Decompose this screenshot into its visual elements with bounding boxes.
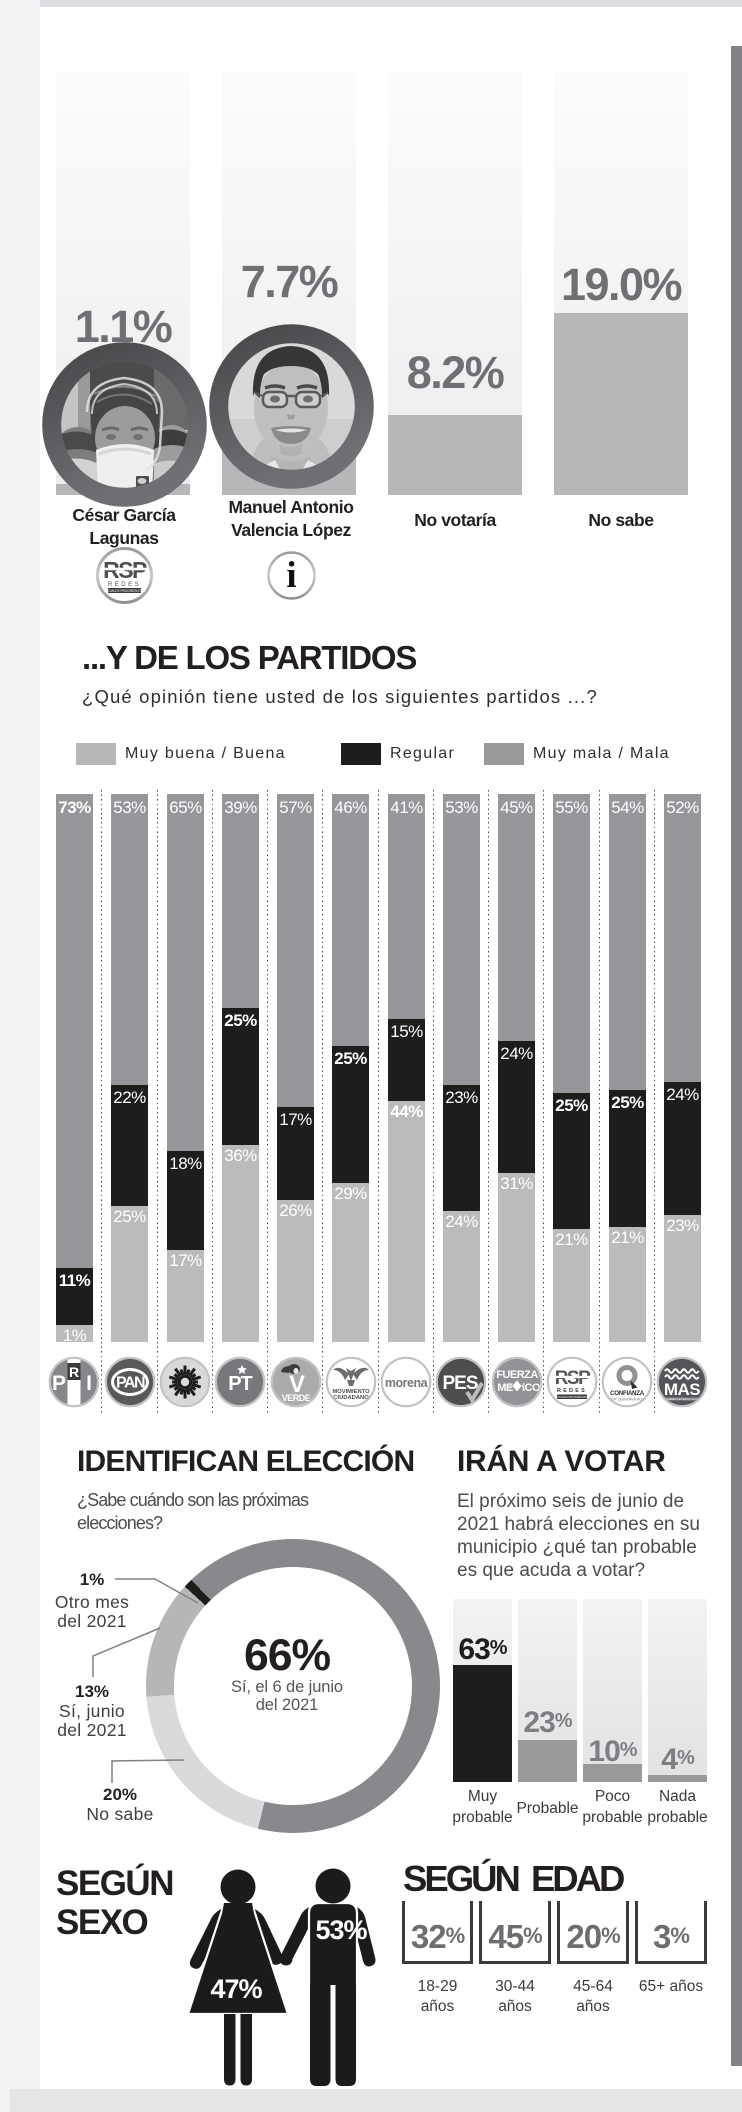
svg-text:R: R: [69, 1364, 79, 1380]
svg-text:POR QUINTANA ROO: POR QUINTANA ROO: [609, 1398, 645, 1402]
svg-text:REDES: REDES: [108, 582, 141, 588]
svg-text:RSP: RSP: [555, 1368, 591, 1389]
svg-text:CONFIANZA: CONFIANZA: [610, 1390, 645, 1397]
svg-text:P: P: [52, 1372, 66, 1395]
svg-text:ME: ME: [497, 1382, 513, 1394]
svg-text:V: V: [289, 1371, 305, 1398]
svg-text:PES: PES: [442, 1373, 477, 1394]
svg-text:MAS: MAS: [664, 1380, 700, 1399]
svg-text:C: C: [625, 1371, 633, 1383]
svg-text:SOCIALES PROGRESISTAS: SOCIALES PROGRESISTAS: [553, 1395, 591, 1399]
svg-text:CIUDADANO: CIUDADANO: [333, 1395, 369, 1401]
svg-text:MOVIMIENTO AUTENTICO SOCIAL: MOVIMIENTO AUTENTICO SOCIAL: [664, 1398, 701, 1401]
svg-text:VERDE: VERDE: [282, 1393, 311, 1403]
svg-text:SOCIALES PROGRESISTAS: SOCIALES PROGRESISTAS: [104, 589, 146, 593]
svg-text:ICO: ICO: [522, 1382, 541, 1394]
svg-text:PT: PT: [228, 1373, 252, 1395]
svg-text:MOVIMIENTO: MOVIMIENTO: [332, 1389, 370, 1395]
svg-text:47%: 47%: [210, 1974, 262, 2004]
svg-text:PAN: PAN: [116, 1375, 145, 1392]
svg-text:53%: 53%: [315, 1915, 367, 1945]
svg-text:I: I: [86, 1372, 92, 1395]
svg-text:morena: morena: [385, 1376, 429, 1390]
svg-text:i: i: [286, 555, 296, 596]
svg-text:FUERZA: FUERZA: [496, 1369, 538, 1381]
svg-text:REDES: REDES: [557, 1388, 587, 1394]
